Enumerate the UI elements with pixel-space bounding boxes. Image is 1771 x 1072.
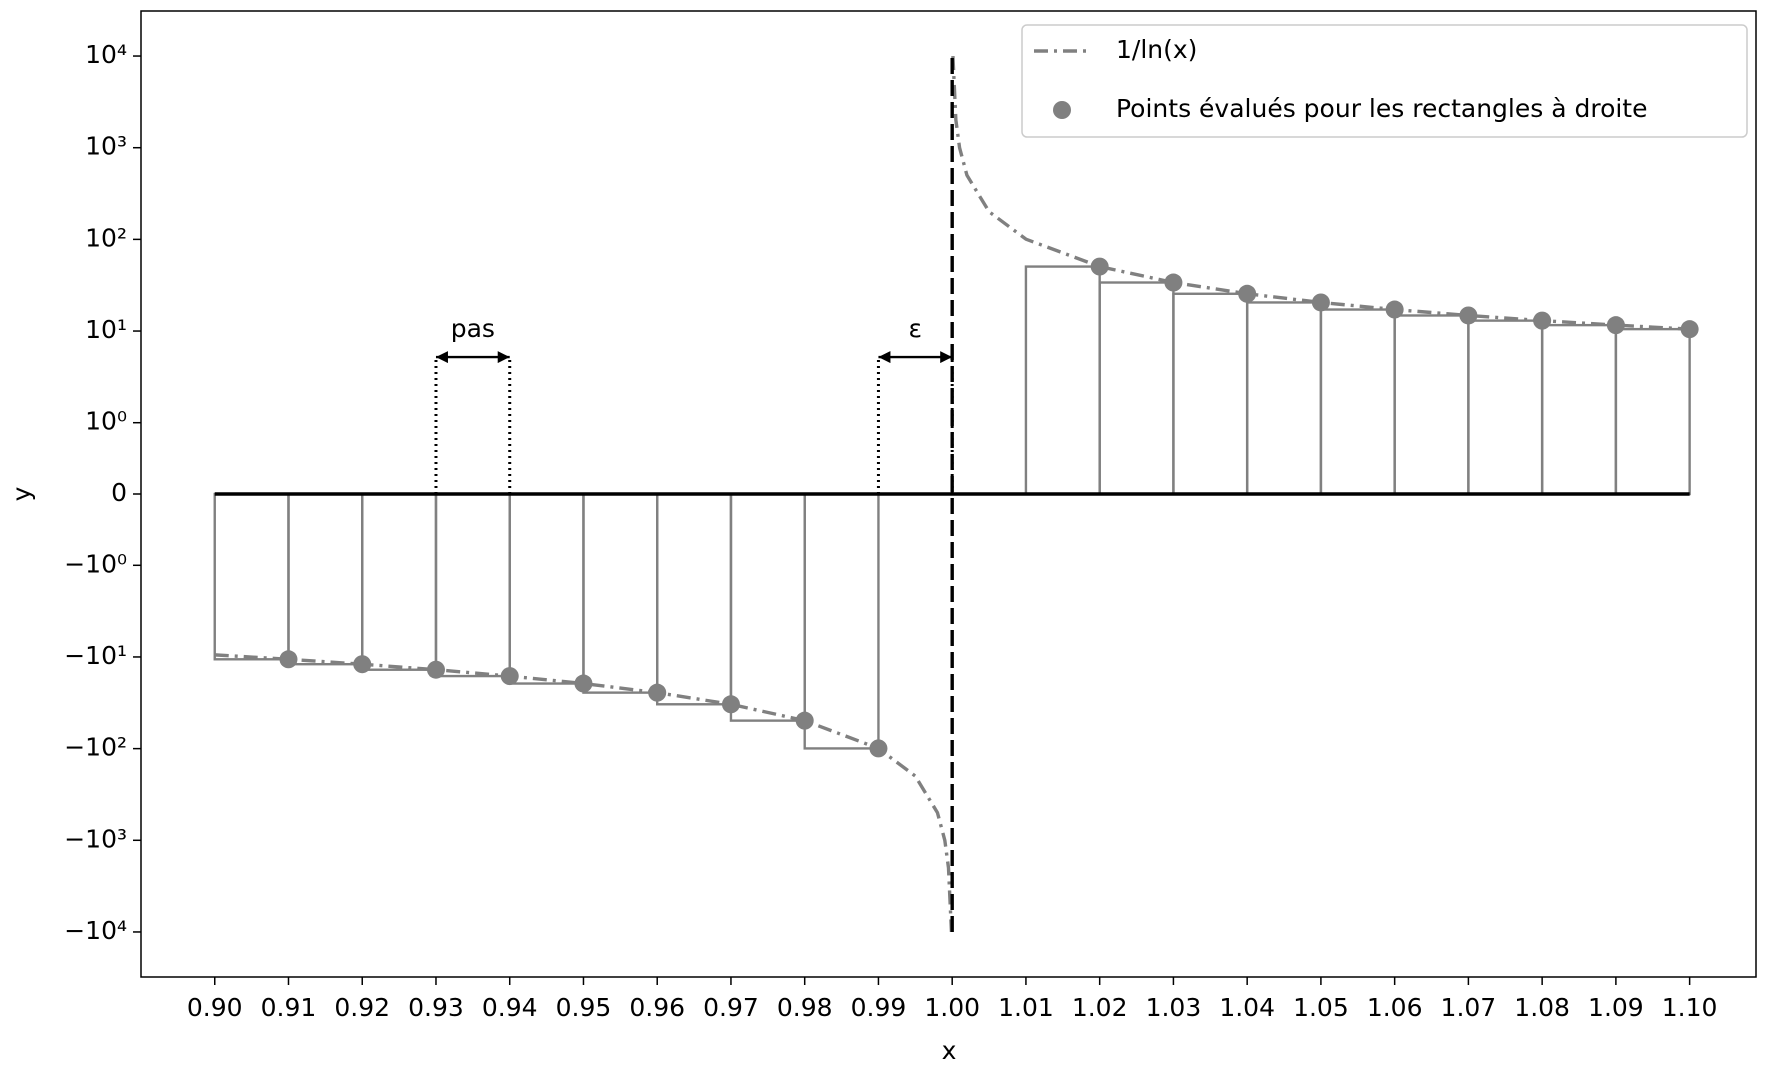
legend-label: Points évalués pour les rectangles à dro… [1116, 94, 1648, 123]
point [1606, 316, 1625, 335]
x-tick-label: 1.01 [998, 993, 1054, 1022]
point [279, 650, 298, 669]
point [574, 674, 593, 693]
y-tick-label: −10⁴ [64, 916, 127, 945]
x-tick-label: 0.94 [482, 993, 538, 1022]
point [426, 660, 445, 679]
x-tick-label: 1.10 [1662, 993, 1718, 1022]
x-tick-label: 0.97 [703, 993, 759, 1022]
y-tick-label: 0 [111, 478, 127, 507]
x-axis-label: x [942, 1036, 957, 1065]
rectangle [434, 492, 511, 678]
function-curve [214, 55, 1690, 933]
rectangle [1098, 281, 1175, 496]
x-tick-label: 0.92 [334, 993, 390, 1022]
x-tick-label: 1.02 [1072, 993, 1128, 1022]
rectangle [508, 492, 585, 685]
y-tick-label: −10³ [64, 824, 127, 853]
x-tick-label: 0.98 [777, 993, 833, 1022]
rectangle [1319, 308, 1396, 496]
rectangle [361, 492, 438, 671]
rectangle [287, 492, 364, 666]
rectangle [213, 492, 290, 661]
y-tick-label: 10² [85, 223, 127, 252]
x-tick-label: 1.03 [1146, 993, 1202, 1022]
legend: 1/ln(x) Points évalués pour les rectangle… [1021, 24, 1748, 138]
point [353, 655, 372, 674]
y-tick-label: −10¹ [64, 641, 127, 670]
x-tick-label: 0.93 [408, 993, 464, 1022]
point [1238, 284, 1257, 303]
y-axis-label: y [7, 486, 36, 501]
point [500, 667, 519, 686]
annotation-label: pas [451, 314, 495, 343]
rectangle [1172, 292, 1249, 496]
annotation-label: ε [909, 314, 923, 343]
point [1459, 306, 1478, 325]
point [1164, 273, 1183, 292]
legend-box [1021, 24, 1748, 138]
y-tick-label: 10¹ [85, 315, 127, 344]
y-tick-label: −10⁰ [64, 549, 127, 578]
rectangle [1614, 327, 1691, 496]
rectangle [656, 492, 733, 706]
x-tick-label: 1.00 [924, 993, 980, 1022]
rectangle [1467, 319, 1544, 496]
x-tick-label: 1.08 [1514, 993, 1570, 1022]
point [721, 695, 740, 714]
x-tick-label: 1.05 [1293, 993, 1349, 1022]
point [1680, 320, 1699, 339]
legend-label: 1/ln(x) [1116, 35, 1197, 64]
rectangle [1245, 301, 1323, 496]
rectangle [1540, 323, 1618, 496]
x-tick-label: 0.90 [187, 993, 243, 1022]
y-tick-label: −10² [64, 733, 127, 762]
point [869, 739, 888, 758]
point [1090, 257, 1109, 276]
x-tick-label: 0.99 [851, 993, 907, 1022]
point [1533, 311, 1552, 330]
x-tick-label: 0.91 [261, 993, 317, 1022]
x-tick-label: 0.95 [556, 993, 612, 1022]
point [1311, 293, 1330, 312]
y-tick-label: 10⁰ [85, 407, 127, 436]
point [1385, 300, 1404, 319]
x-tick-label: 1.07 [1441, 993, 1497, 1022]
x-tick-label: 1.04 [1219, 993, 1275, 1022]
rectangle [582, 492, 659, 694]
x-tick-label: 0.96 [629, 993, 685, 1022]
y-tick-label: 10⁴ [85, 40, 127, 69]
rectangle [729, 492, 806, 722]
rectangle [1024, 265, 1101, 496]
x-tick-label: 1.09 [1588, 993, 1644, 1022]
x-tick-label: 1.06 [1367, 993, 1423, 1022]
point [795, 711, 814, 730]
legend-marker [1053, 101, 1071, 119]
point [648, 683, 667, 702]
rectangle [803, 492, 880, 750]
y-tick-label: 10³ [85, 132, 127, 161]
rectangle [1393, 314, 1470, 496]
